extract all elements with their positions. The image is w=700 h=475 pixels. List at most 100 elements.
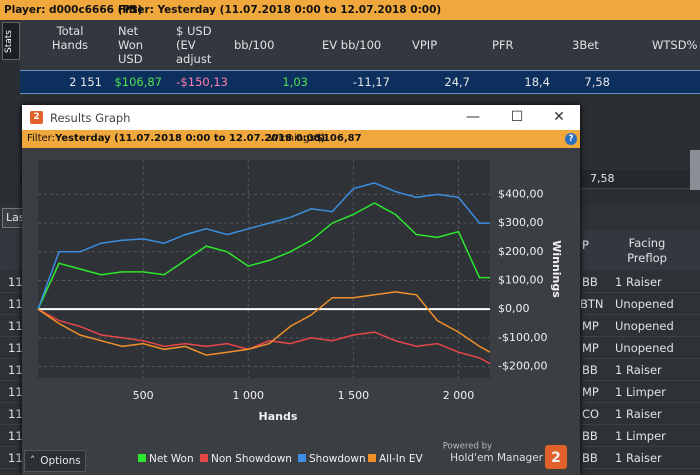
hand-date: 11.	[8, 407, 27, 421]
stat-value: 2 151	[69, 75, 102, 89]
hand-facing: Unopened	[615, 341, 674, 355]
results-chart: Hands Winnings Powered by Hold'em Manage…	[37, 160, 567, 469]
hand-date: 11.	[8, 297, 27, 311]
column-header: WTSD%	[652, 38, 698, 52]
legend-swatch	[138, 454, 146, 462]
x-tick-label: 1 500	[338, 389, 370, 402]
hand-position: BB	[582, 451, 598, 465]
series-line	[37, 182, 490, 310]
stat-value: 24,7	[444, 75, 470, 89]
stats-header: Total Hands Net Won USD $ USD (EV adjust bb…	[20, 20, 700, 71]
scrollbar[interactable]	[690, 150, 700, 190]
hand-facing: Unopened	[615, 297, 674, 311]
app-icon: 2	[30, 111, 43, 124]
stat-value: -$150,13	[176, 75, 228, 89]
legend-swatch	[298, 454, 306, 462]
stat-value: 7,58	[584, 75, 610, 89]
column-header: bb/100	[234, 38, 275, 52]
legend-label: All-In EV	[379, 453, 424, 465]
stat-value: $106,87	[114, 75, 162, 89]
window-title: Results Graph	[50, 111, 131, 125]
y-tick-label: $300,00	[498, 216, 544, 229]
stat-value: 18,4	[524, 75, 550, 89]
facing-header: Facing Preflop	[627, 236, 667, 265]
winnings-value: $106,87	[316, 133, 362, 144]
hand-facing: 1 Raiser	[615, 363, 662, 377]
hand-position: MP	[582, 385, 599, 399]
options-button[interactable]: ˄ Options	[24, 450, 86, 472]
x-tick-label: 1 000	[232, 389, 264, 402]
hand-date: 11.	[8, 429, 27, 443]
hand-date: 11.	[8, 451, 27, 465]
help-button[interactable]: ?	[565, 133, 577, 145]
y-tick-label: $400,00	[498, 187, 544, 200]
legend-swatch	[368, 454, 376, 462]
column-header: 3Bet	[572, 38, 599, 52]
legend-label: Showdown	[309, 453, 366, 465]
y-tick-label: $200,00	[498, 245, 544, 258]
maximize-button[interactable]: ☐	[510, 109, 524, 125]
hand-position: BB	[582, 429, 598, 443]
hand-position: BTN	[580, 297, 604, 311]
y-tick-label: -$100,00	[498, 331, 547, 344]
player-label: Player: d000c6666 (PS)	[4, 4, 143, 16]
hand-facing: 1 Raiser	[615, 275, 662, 289]
hand-date: 11.	[8, 363, 27, 377]
hand-date: 11.	[8, 275, 27, 289]
results-graph-window: 2 Results Graph — ☐ ✕ Filter: Yesterday …	[22, 105, 580, 475]
hand-position: BB	[582, 275, 598, 289]
summary-value: 7,58	[590, 172, 615, 185]
hand-facing: 1 Limper	[615, 385, 666, 399]
filter-label: Filter: Yesterday (11.07.2018 0:00 to 12…	[118, 4, 442, 16]
hand-position: MP	[582, 341, 599, 355]
brand-icon-bg	[545, 445, 567, 469]
x-tick-label: 500	[133, 389, 154, 402]
column-header: Total Hands	[51, 24, 89, 52]
toolbar: Player: d000c6666 (PS) Filter: Yesterday…	[0, 0, 700, 20]
hand-date: 11.	[8, 341, 27, 355]
stats-tab[interactable]: Stats	[2, 22, 20, 60]
hand-position: BB	[582, 363, 598, 377]
close-button[interactable]: ✕	[553, 109, 565, 125]
column-header: Net Won USD	[118, 24, 144, 66]
legend-label: Non Showdown	[211, 453, 292, 465]
stat-value: -11,17	[352, 75, 390, 89]
filter-value: Yesterday (11.07.2018 0:00 to 12.07.2018…	[55, 133, 326, 144]
stat-value: 1,03	[282, 75, 308, 89]
series-line	[37, 202, 490, 310]
stats-tab-label: Stats	[4, 30, 14, 53]
window-filter-bar: Filter: Yesterday (11.07.2018 0:00 to 12…	[22, 130, 580, 148]
column-header: EV bb/100	[322, 38, 382, 52]
x-tick-label: 2 000	[443, 389, 475, 402]
hand-date: 11.	[8, 385, 27, 399]
column-header: PFR	[492, 38, 514, 52]
series-line	[37, 291, 491, 356]
legend-label: Net Won	[149, 453, 194, 465]
column-header: VPIP	[412, 38, 438, 52]
position-header: P	[582, 238, 589, 252]
stats-row[interactable]: 2 151 $106,87 -$150,13 1,03 -11,17 24,7 18,4 7,…	[20, 70, 700, 94]
y-tick-label: $100,00	[498, 273, 544, 286]
brand-name: Hold'em Manager	[450, 452, 544, 464]
hand-facing: 1 Raiser	[615, 451, 662, 465]
brand-icon: 2	[551, 450, 561, 466]
y-tick-label: -$200,00	[498, 360, 547, 373]
hand-facing: Unopened	[615, 319, 674, 333]
minimize-button[interactable]: —	[466, 109, 480, 125]
title-bar: 2 Results Graph — ☐ ✕	[22, 105, 580, 130]
x-axis-title: Hands	[259, 410, 298, 423]
winnings-key: Winnings:	[269, 133, 319, 144]
hand-facing: 1 Raiser	[615, 407, 662, 421]
column-header: $ USD (EV adjust	[176, 24, 212, 66]
y-axis-title: Winnings	[550, 240, 563, 298]
hand-position: MP	[582, 319, 599, 333]
hand-facing: 1 Limper	[615, 429, 666, 443]
hand-date: 11.	[8, 319, 27, 333]
powered-by: Powered by	[443, 442, 492, 452]
filter-key: Filter:	[27, 133, 55, 144]
legend-swatch	[200, 454, 208, 462]
hand-position: CO	[582, 407, 600, 421]
options-label: Options	[40, 455, 81, 467]
series-line	[37, 308, 491, 365]
